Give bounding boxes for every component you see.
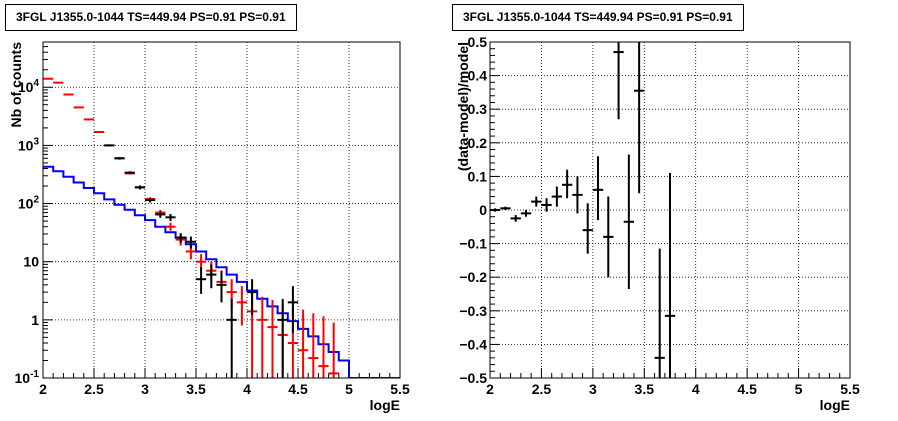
y-tick-label: 0	[479, 202, 487, 218]
data-point	[277, 298, 288, 378]
x-tick-label: 4.5	[288, 381, 308, 397]
data-point	[613, 42, 624, 120]
data-point	[654, 248, 665, 378]
y-axis-label: (data-model)/model	[455, 42, 471, 171]
x-tick-label: 3	[141, 381, 149, 397]
data-point	[623, 154, 634, 289]
y-axis-label: Nb of counts	[8, 42, 24, 128]
y-tick-label: 1	[31, 312, 39, 328]
data-point	[124, 171, 135, 175]
y-tick-label: 102	[18, 195, 40, 212]
y-tick-label: 0.2	[468, 135, 488, 151]
data-point	[603, 196, 614, 278]
data-point	[175, 233, 186, 243]
data-layer	[43, 77, 400, 378]
data-point	[104, 144, 115, 147]
data-point	[541, 198, 552, 212]
x-tick-label: 5.5	[390, 381, 410, 397]
data-point	[134, 185, 145, 190]
data-point	[510, 215, 521, 222]
data-point	[318, 316, 329, 378]
data-point	[226, 298, 237, 378]
x-tick-label: 3	[589, 381, 597, 397]
y-tick-label: −0.3	[459, 303, 487, 319]
data-point	[247, 279, 258, 316]
y-tick-label: 0.3	[468, 101, 488, 117]
y-tick-label: −0.1	[459, 236, 487, 252]
data-point	[490, 208, 501, 212]
data-point	[572, 176, 583, 214]
data-point	[236, 286, 247, 326]
data-point	[114, 157, 125, 160]
data-layer	[490, 42, 676, 378]
y-tick-label: 10-1	[15, 369, 40, 386]
y-tick-label: 0.1	[468, 168, 488, 184]
y-tick-label: 0.4	[468, 68, 488, 84]
data-point	[592, 156, 604, 221]
data-point	[298, 309, 309, 378]
y-tick-label: 0.5	[468, 34, 488, 50]
y-tick-label: 10	[23, 254, 39, 270]
data-point	[287, 286, 298, 333]
x-tick-label: 4.5	[737, 381, 757, 397]
counts-panel: 2 2.5 3 3.5 4 4.5 5 5.5 10-1 1 10 102 103 104 logE Nb o…	[8, 41, 410, 413]
data-point	[165, 214, 176, 222]
y-tick-label: 104	[18, 78, 40, 95]
data-point	[531, 196, 542, 207]
data-point	[155, 211, 166, 218]
x-tick-label: 2	[39, 381, 47, 397]
x-tick-label: 3.5	[186, 381, 206, 397]
x-tick-label: 5.5	[840, 381, 860, 397]
data-point	[520, 210, 532, 217]
data-point	[500, 206, 511, 210]
data-point	[165, 222, 176, 231]
data-point	[582, 203, 593, 254]
x-axis-label: logE	[370, 397, 400, 413]
data-point	[185, 236, 196, 249]
data-point	[196, 267, 207, 294]
y-tick-label: −0.2	[459, 269, 487, 285]
plot-frame	[489, 41, 851, 379]
residuals-chart-title: 3FGL J1355.0-1044 TS=449.94 PS=0.91 PS=0…	[452, 4, 744, 31]
x-tick-label: 2	[486, 381, 494, 397]
y-tick-label: −0.4	[459, 336, 487, 352]
y-tick-label: 103	[18, 136, 40, 153]
data-point	[551, 186, 562, 207]
data-point	[267, 299, 278, 378]
data-point	[634, 42, 645, 194]
data-point	[216, 270, 227, 303]
x-tick-label: 4	[692, 381, 700, 397]
x-axis-label: logE	[820, 397, 850, 413]
x-tick-label: 5	[345, 381, 353, 397]
plot-frame	[42, 41, 401, 379]
counts-chart-title: 3FGL J1355.0-1044 TS=449.94 PS=0.91 PS=0…	[5, 4, 297, 31]
x-tick-label: 2.5	[532, 381, 552, 397]
data-point	[328, 322, 339, 378]
data-point	[145, 197, 156, 203]
residuals-panel: 2 2.5 3 3.5 4 4.5 5 5.5 −0.5 −0.4 −0.3 −0.2 −0.1 0 0.1…	[455, 34, 860, 413]
x-tick-label: 3.5	[635, 381, 655, 397]
x-tick-label: 5	[795, 381, 803, 397]
x-tick-label: 4	[243, 381, 251, 397]
data-point	[562, 169, 573, 199]
data-point	[257, 296, 268, 378]
data-point	[206, 264, 217, 289]
x-tick-label: 2.5	[84, 381, 104, 397]
y-tick-label: −0.5	[459, 370, 487, 386]
data-point	[664, 173, 676, 378]
data-point	[308, 313, 319, 378]
model-step-line	[43, 165, 400, 378]
